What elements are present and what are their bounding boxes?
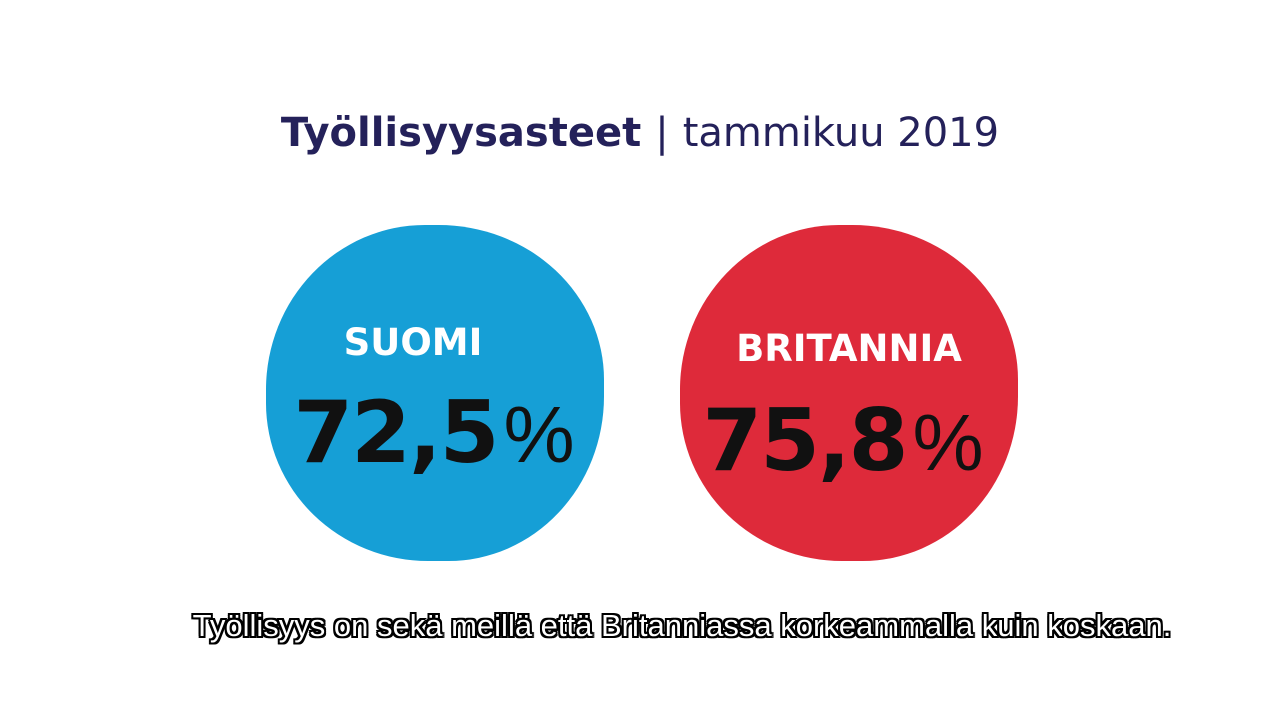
rate-unit: % (503, 390, 575, 479)
title-date: tammikuu 2019 (682, 110, 1000, 156)
title-separator: | (655, 110, 669, 156)
rate: 72,5% (265, 383, 603, 483)
title-main: Työllisyysasteet (280, 110, 642, 156)
subtitle-caption: Työllisyys on sekä meillä että Britannia… (192, 608, 1172, 643)
title: Työllisyysasteet | tammikuu 2019 (0, 110, 1280, 156)
rate-unit: % (912, 398, 984, 487)
country-blob: SUOMI 72,5% (266, 225, 604, 561)
rate-number: 72,5 (293, 383, 499, 483)
rate: 75,8% (674, 391, 1012, 491)
rate-number: 75,8 (702, 391, 908, 491)
country-label: BRITANNIA (736, 327, 962, 370)
country-label: SUOMI (343, 321, 483, 364)
country-blob: BRITANNIA 75,8% (680, 225, 1018, 561)
